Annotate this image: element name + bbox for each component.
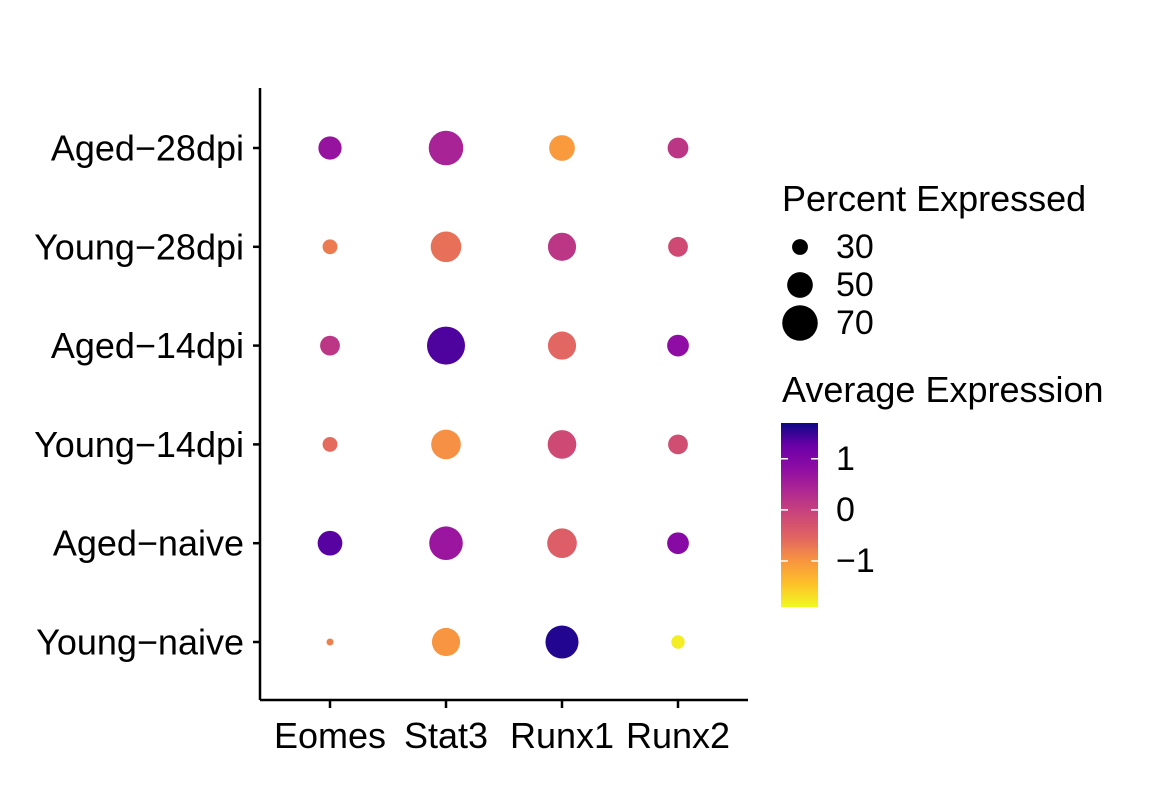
size-legend-label: 50 [836,266,874,304]
dot-point [320,335,340,356]
size-legend-dot [782,305,818,341]
x-tick-label: Stat3 [404,715,488,756]
x-tick-label: Eomes [274,715,386,756]
dot-point [668,434,688,455]
dot-point [429,526,463,560]
y-tick-label: Young−naive [36,622,244,663]
size-legend-label: 70 [836,304,874,342]
dot-point [428,130,464,166]
colorbar-tick-label: 1 [836,440,855,478]
dot-point [322,239,338,255]
colorbar-tick-label: −1 [836,542,875,580]
dot-point [671,635,685,649]
dot-point [317,530,343,556]
size-legend-dot [787,272,813,298]
data-points [317,130,689,659]
dot-point [431,627,461,657]
y-tick-label: Aged−28dpi [51,128,244,169]
dot-point [326,638,334,646]
color-legend: Average Expression 1 0 −1 [781,369,1104,607]
size-legend-title: Percent Expressed [782,178,1086,219]
size-legend-dot [792,239,808,255]
dot-point [318,136,342,160]
size-legend-label: 30 [836,228,874,266]
color-legend-title: Average Expression [782,369,1104,410]
dot-point [547,528,577,559]
dot-point [668,236,688,257]
dot-point [427,326,465,365]
dot-point [431,429,461,460]
x-tick-label: Runx2 [626,715,730,756]
dot-point [547,232,577,261]
dot-point [322,436,338,452]
x-tick-label: Runx1 [510,715,614,756]
dot-point [549,135,575,161]
colorbar-tick-label: 0 [836,491,855,529]
y-tick-label: Young−14dpi [34,424,244,465]
dot-point [667,532,689,555]
dot-point [667,137,689,159]
y-tick-label: Aged−naive [53,523,244,564]
y-tick-label: Young−28dpi [34,226,244,267]
y-axis-ticks: Aged−28dpi Young−28dpi Aged−14dpi Young−14d… [34,128,260,663]
dot-point [547,430,577,459]
x-axis-ticks: Eomes Stat3 Runx1 Runx2 [274,700,730,756]
dot-point [430,231,462,263]
dot-point [545,625,579,659]
dot-point [547,331,577,360]
y-tick-label: Aged−14dpi [51,325,244,366]
colorbar [781,423,818,607]
dot-point [667,334,689,357]
